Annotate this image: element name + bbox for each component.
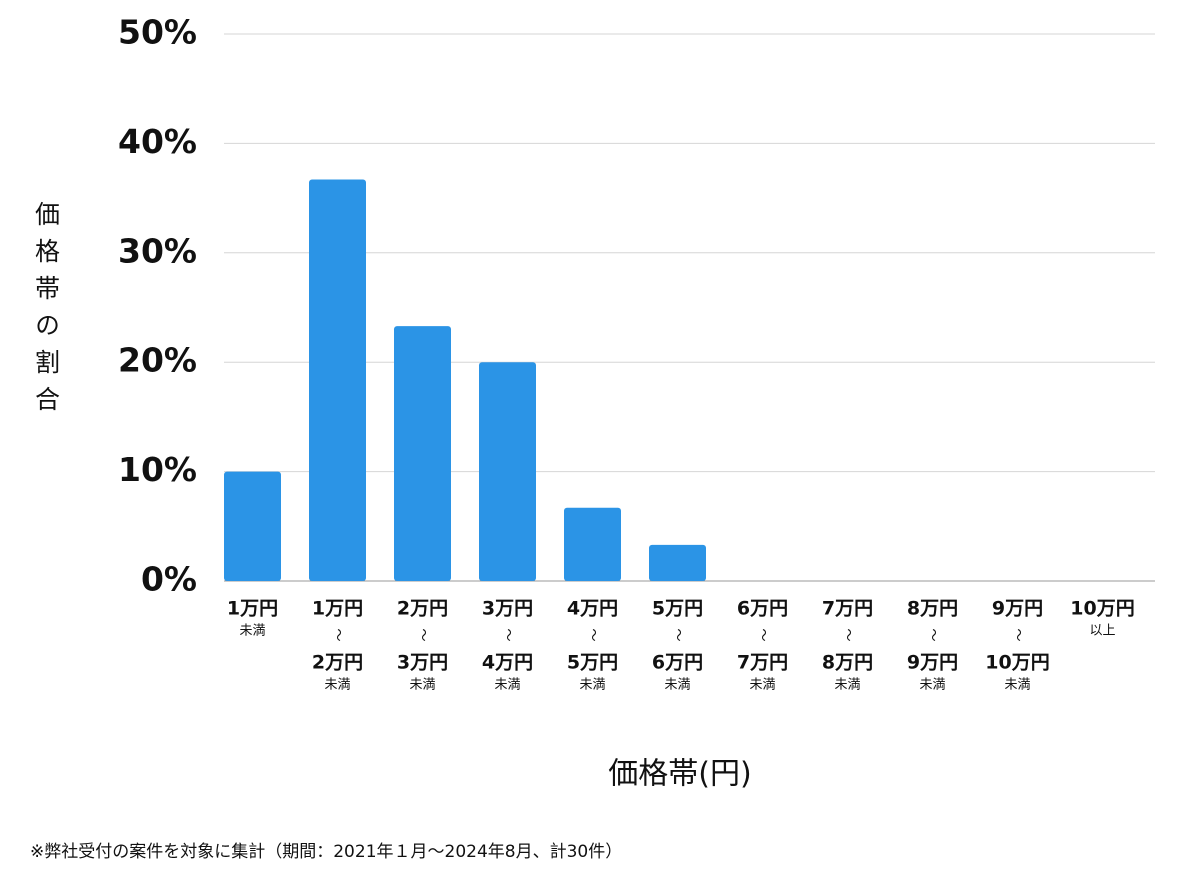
x-tick-label: 〜 (670, 628, 685, 641)
x-tick-label: 未満 (834, 678, 860, 693)
x-tick-label: 未満 (579, 678, 605, 693)
x-tick-label: 〜 (415, 628, 430, 641)
x-tick-label: 10万円 (985, 652, 1049, 674)
bar (564, 507, 621, 581)
x-tick-label: 〜 (330, 628, 345, 641)
bar (309, 179, 366, 581)
x-tick-label: 未満 (919, 678, 945, 693)
x-tick-label: 未満 (239, 624, 265, 639)
x-tick-label: 未満 (664, 678, 690, 693)
x-tick-label: 1万円 (312, 598, 363, 620)
x-tick-label: 未満 (324, 678, 350, 693)
y-tick-label: 30% (118, 231, 197, 270)
x-tick-label: 〜 (755, 628, 770, 641)
x-tick-label: 未満 (749, 678, 775, 693)
y-axis-title: 価格帯の割合 (32, 201, 61, 423)
x-tick-label: 4万円 (567, 598, 618, 620)
x-tick-label: 9万円 (907, 652, 958, 674)
footnote: ※弊社受付の案件を対象に集計（期間：2021年１月〜2024年8月、計30件） (30, 842, 622, 862)
bar (649, 544, 706, 581)
x-tick-label: 4万円 (482, 652, 533, 674)
x-tick-label: 8万円 (822, 652, 873, 674)
bar (394, 326, 451, 581)
x-tick-label: 9万円 (992, 598, 1043, 620)
x-tick-label: 10万円 (1070, 598, 1134, 620)
x-tick-label: 7万円 (822, 598, 873, 620)
x-tick-label: 3万円 (397, 652, 448, 674)
x-tick-label: 〜 (840, 628, 855, 641)
x-tick-label: 2万円 (397, 598, 448, 620)
y-tick-label: 0% (141, 560, 197, 599)
x-axis-title: 価格帯(円) (608, 757, 751, 792)
x-tick-label: 6万円 (652, 652, 703, 674)
x-tick-label: 〜 (925, 628, 940, 641)
y-tick-label: 50% (118, 13, 197, 52)
y-tick-label: 10% (118, 450, 197, 489)
x-tick-label: 未満 (409, 678, 435, 693)
x-tick-label: 〜 (1010, 628, 1025, 641)
x-tick-label: 〜 (500, 628, 515, 641)
x-tick-label: 1万円 (227, 598, 278, 620)
x-tick-label: 7万円 (737, 652, 788, 674)
x-tick-label: 5万円 (567, 652, 618, 674)
y-tick-label: 20% (118, 341, 197, 380)
x-tick-label: 6万円 (737, 598, 788, 620)
x-tick-label: 5万円 (652, 598, 703, 620)
x-tick-label: 8万円 (907, 598, 958, 620)
x-tick-label: 以上 (1089, 624, 1115, 639)
y-tick-label: 40% (118, 122, 197, 161)
x-tick-label: 〜 (585, 628, 600, 641)
x-tick-label: 3万円 (482, 598, 533, 620)
bar (479, 362, 536, 581)
bar (224, 471, 281, 581)
x-tick-label: 2万円 (312, 652, 363, 674)
x-tick-label: 未満 (494, 678, 520, 693)
x-tick-label: 未満 (1004, 678, 1030, 693)
